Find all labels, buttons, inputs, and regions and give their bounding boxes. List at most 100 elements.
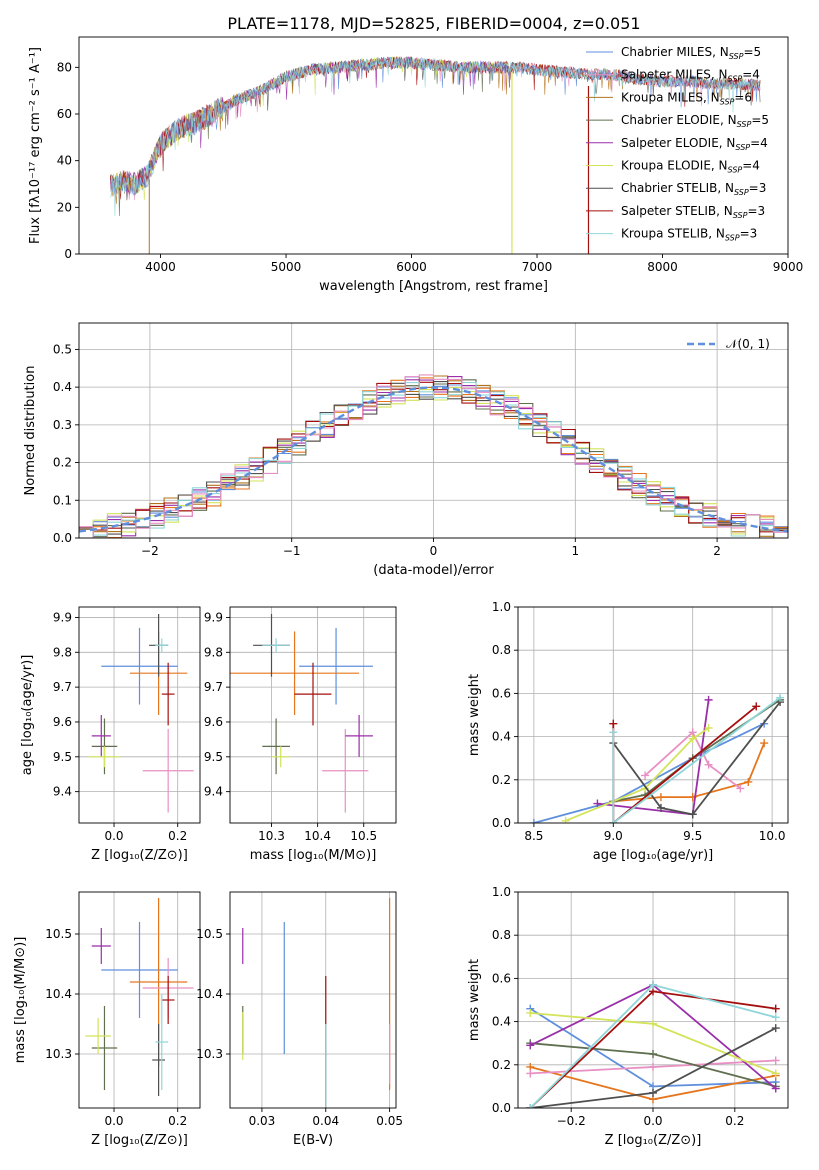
y-tick-label: 0.0: [492, 816, 511, 830]
spectrum-line-9: [110, 56, 761, 216]
weight-marker: [526, 1008, 535, 1017]
weight-marker: [771, 1056, 780, 1065]
x-tick-label: 9.0: [604, 829, 623, 843]
frame: 0.0 0.2 10.3 10.4 10.5 Z [log₁₀(Z/Z⊙)] mass [l…: [13, 891, 201, 1148]
y-axis-label: Flux [fλ10⁻¹⁷ erg cm⁻² s⁻¹ A⁻¹]: [28, 47, 43, 244]
x-axis-label: age [log₁₀(age/yr)]: [593, 848, 714, 863]
y-tick-label: 0.8: [492, 643, 511, 657]
legend-label: Kroupa STELIB, NSSP=3: [621, 227, 757, 243]
y-tick-label: 0.0: [53, 531, 72, 545]
errorbar-point-5: [91, 715, 111, 757]
axes-age-vs-z: 0.0 0.2 9.4 9.5 9.6 9.7 9.8 9.9 Z [log₁₀(Z/Z⊙)] a…: [20, 606, 201, 863]
hist-step-9: [79, 381, 788, 537]
y-tick-label: 40: [57, 154, 72, 168]
errorbar-point-4: [262, 718, 290, 775]
errorbar-point-3: [322, 728, 369, 813]
weight-marker: [649, 980, 657, 989]
y-tick-label: 0.5: [53, 342, 72, 356]
y-tick-label: 10.3: [196, 1047, 223, 1061]
legend-label: 𝒩(0, 1): [726, 337, 770, 351]
errorbar-point-8: [161, 662, 175, 726]
y-axis-label: age [log₁₀(age/yr)]: [20, 655, 35, 776]
weight-line: [612, 705, 757, 823]
x-tick-label: 8000: [647, 260, 678, 274]
x-tick-label: 0.0: [104, 1114, 123, 1128]
y-tick-label: 9.5: [53, 750, 72, 764]
axes-frame: [78, 36, 789, 255]
weight-marker: [771, 1004, 780, 1013]
y-tick-label: 10.4: [45, 987, 72, 1001]
weight-marker: [526, 1069, 535, 1078]
weight-marker: [593, 799, 602, 808]
x-tick-label: 0.0: [104, 829, 123, 843]
y-tick-label: 9.8: [204, 645, 223, 659]
plot-area: [85, 898, 194, 1096]
y-tick-label: 80: [57, 60, 72, 74]
legend-label: Salpeter ELODIE, NSSP=4: [621, 136, 768, 152]
frame: 8.5 9.0 9.5 10.0 0.0 0.2 0.4 0.6 0.8 1.0 age [log₁…: [467, 600, 789, 863]
legend-label: Chabrier STELIB, NSSP=3: [621, 181, 766, 197]
axes-spectrum: 4000 5000 6000 7000 8000 9000 0 20 40 60 80 wavelen…: [28, 36, 803, 294]
weight-marker: [649, 1088, 657, 1097]
y-tick-label: 9.9: [204, 610, 223, 624]
plot-area: [529, 693, 785, 823]
spectrum-line-5: [110, 56, 511, 195]
x-tick-label: 10.0: [759, 829, 786, 843]
axes-mass-weight-vs-z: −0.2 0.0 0.2 0.0 0.2 0.4 0.6 0.8 1.0 Z [log₁₀(Z/Z…: [467, 885, 789, 1148]
legend-label: Kroupa ELODIE, NSSP=4: [621, 159, 760, 175]
x-tick-label: −1: [283, 544, 301, 558]
weight-series-7: [526, 1024, 780, 1108]
axes-age-vs-mass: 10.3 10.4 10.5 9.4 9.5 9.6 9.7 9.8 9.9 mass [log₁…: [204, 606, 397, 863]
x-tick-label: −0.2: [557, 1114, 586, 1128]
errorbar-point-6: [271, 746, 290, 768]
x-axis-label: E(B-V): [293, 1133, 333, 1148]
errorbar-point-8: [161, 976, 175, 1024]
weight-marker: [609, 819, 618, 823]
weight-marker: [656, 803, 665, 812]
frame: 0.0 0.2 9.4 9.5 9.6 9.7 9.8 9.9 Z [log₁₀(Z/Z⊙)] a…: [20, 606, 201, 863]
grid: [230, 892, 396, 1108]
y-tick-label: 0.4: [492, 1015, 511, 1029]
errorbar-point-9: [262, 638, 290, 653]
weight-marker: [704, 723, 713, 732]
frame: 0.03 0.04 0.05 10.3 10.4 10.5 E(B-V): [196, 891, 403, 1148]
weight-marker: [704, 760, 713, 769]
weight-series-1: [529, 719, 769, 823]
weight-marker: [704, 695, 713, 704]
y-tick-label: 0.0: [492, 1101, 511, 1115]
weight-marker: [736, 784, 745, 793]
weight-marker: [609, 728, 618, 737]
weight-line: [565, 727, 710, 822]
legend: Chabrier MILES, NSSP=5 Salpeter MILES, NS…: [586, 45, 769, 243]
errorbar-point-4: [91, 1006, 118, 1090]
y-tick-label: 9.6: [204, 715, 223, 729]
weight-marker: [641, 771, 650, 780]
legend-label: Salpeter STELIB, NSSP=3: [621, 204, 765, 220]
x-tick-label: 0.05: [376, 1114, 403, 1128]
x-tick-label: 1: [571, 544, 579, 558]
y-tick-label: 10.5: [196, 927, 223, 941]
weight-marker: [688, 810, 697, 819]
y-axis-label: mass [log₁₀(M/M⊙)]: [13, 937, 28, 1064]
x-axis-label: Z [log₁₀(Z/Z⊙)]: [605, 1133, 702, 1148]
weight-series-9: [526, 980, 780, 1108]
errorbar-point-9: [155, 638, 169, 653]
x-tick-label: 5000: [271, 260, 302, 274]
y-tick-label: 9.4: [53, 785, 72, 799]
weight-marker: [526, 1104, 535, 1108]
legend-label: Chabrier ELODIE, NSSP=5: [621, 113, 769, 129]
y-tick-label: 0.8: [492, 928, 511, 942]
weight-series-3: [526, 1056, 780, 1078]
y-tick-label: 0.6: [492, 971, 511, 985]
frame: −2 −1 0 1 2 0.0 0.1 0.2 0.3 0.4 0.5 (data-model)/er…: [23, 322, 789, 578]
weight-line: [612, 696, 781, 823]
axes-residual-hist: −2 −1 0 1 2 0.0 0.1 0.2 0.3 0.4 0.5 (data-model)/er…: [23, 322, 789, 578]
weight-line: [612, 701, 781, 816]
plot-area: [230, 613, 373, 813]
weight-marker: [649, 1019, 657, 1028]
normal-curve: [79, 386, 788, 533]
weight-marker: [771, 1024, 780, 1033]
weight-marker: [771, 1069, 780, 1078]
y-tick-label: 10.4: [196, 987, 223, 1001]
y-tick-label: 0.4: [492, 730, 511, 744]
